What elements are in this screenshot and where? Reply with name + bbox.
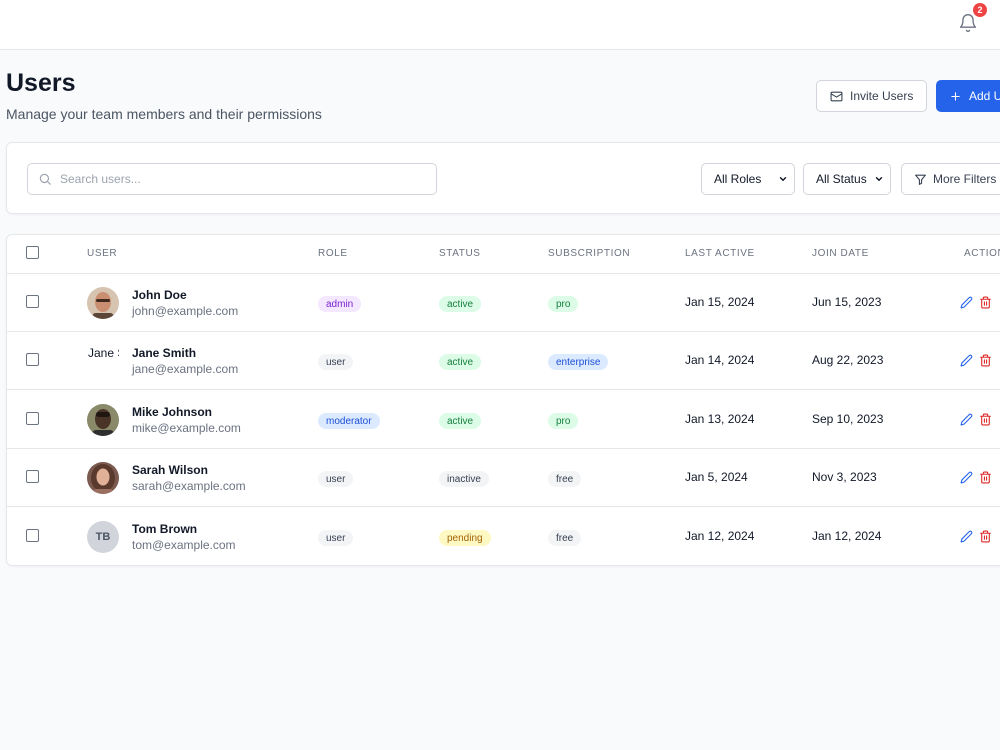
last-active-date: Jan 5, 2024	[685, 470, 748, 484]
status-badge: inactive	[439, 471, 489, 487]
status-badge: pending	[439, 530, 491, 546]
filter-bar: All Roles All Status More Filters	[6, 142, 1000, 214]
column-header-role: ROLE	[318, 248, 348, 259]
table-row: Sarah Wilson sarah@example.com user inac…	[7, 449, 1000, 507]
status-badge: active	[439, 354, 482, 370]
subscription-badge: free	[548, 530, 582, 546]
edit-icon[interactable]	[960, 471, 973, 484]
avatar-broken-image: Jane Smith	[87, 346, 119, 360]
last-active-date: Jan 13, 2024	[685, 412, 755, 426]
avatar	[87, 287, 119, 319]
role-badge: user	[318, 354, 354, 370]
trash-icon[interactable]	[979, 296, 992, 309]
avatar	[87, 462, 119, 494]
select-all-checkbox[interactable]	[26, 246, 39, 259]
users-table: USER ROLE STATUS SUBSCRIPTION LAST ACTIV…	[6, 234, 1000, 566]
avatar	[87, 404, 119, 436]
top-bar: 2	[0, 0, 1000, 50]
avatar-alt-text: Jane Smith	[88, 346, 119, 360]
page-subtitle: Manage your team members and their permi…	[6, 106, 322, 122]
search-box[interactable]	[27, 163, 437, 195]
page-title: Users	[6, 69, 76, 97]
row-checkbox[interactable]	[26, 529, 39, 542]
role-filter-value: All Roles	[714, 172, 762, 186]
filter-icon	[915, 174, 926, 185]
user-name[interactable]: John Doe	[132, 288, 187, 302]
join-date: Aug 22, 2023	[812, 353, 884, 367]
column-header-status: STATUS	[439, 248, 481, 259]
more-filters-button[interactable]: More Filters	[901, 163, 1000, 195]
user-email: mike@example.com	[132, 421, 241, 435]
status-filter-value: All Status	[816, 172, 867, 186]
edit-icon[interactable]	[960, 296, 973, 309]
avatar-photo	[87, 404, 119, 436]
user-name[interactable]: Tom Brown	[132, 522, 198, 536]
notification-count-badge: 2	[973, 3, 987, 17]
role-badge: admin	[318, 296, 362, 312]
user-name[interactable]: Jane Smith	[132, 346, 197, 360]
bell-icon[interactable]	[958, 13, 978, 33]
join-date: Jun 15, 2023	[812, 295, 882, 309]
last-active-date: Jan 15, 2024	[685, 295, 755, 309]
last-active-date: Jan 14, 2024	[685, 353, 755, 367]
user-email: sarah@example.com	[132, 479, 246, 493]
avatar-photo	[87, 287, 119, 319]
last-active-date: Jan 12, 2024	[685, 529, 755, 543]
user-email: jane@example.com	[132, 362, 239, 376]
role-badge: moderator	[318, 413, 380, 429]
invite-users-label: Invite Users	[850, 89, 914, 103]
status-filter-select[interactable]: All Status	[803, 163, 891, 195]
join-date: Sep 10, 2023	[812, 412, 884, 426]
trash-icon[interactable]	[979, 354, 992, 367]
subscription-badge: pro	[548, 296, 579, 312]
subscription-badge: enterprise	[548, 354, 609, 370]
column-header-last-active: LAST ACTIVE	[685, 248, 755, 259]
edit-icon[interactable]	[960, 354, 973, 367]
user-name[interactable]: Mike Johnson	[132, 405, 213, 419]
status-badge: active	[439, 413, 482, 429]
more-filters-label: More Filters	[933, 172, 997, 186]
chevron-down-icon	[875, 177, 883, 181]
trash-icon[interactable]	[979, 471, 992, 484]
chevron-down-icon	[779, 177, 787, 181]
search-icon	[39, 173, 51, 185]
add-user-label: Add Users	[969, 89, 1000, 103]
join-date: Jan 12, 2024	[812, 529, 882, 543]
avatar-initials: TB	[87, 521, 119, 553]
edit-icon[interactable]	[960, 530, 973, 543]
user-email: tom@example.com	[132, 538, 236, 552]
column-header-actions: ACTIONS	[964, 248, 1000, 259]
user-email: john@example.com	[132, 304, 239, 318]
add-user-button[interactable]: Add Users	[936, 80, 1000, 112]
role-badge: user	[318, 530, 354, 546]
table-row: John Doe john@example.com admin active p…	[7, 274, 1000, 332]
subscription-badge: pro	[548, 413, 579, 429]
plus-icon	[951, 91, 960, 101]
status-badge: active	[439, 296, 482, 312]
role-badge: user	[318, 471, 354, 487]
search-input[interactable]	[60, 172, 400, 186]
edit-icon[interactable]	[960, 413, 973, 426]
column-header-user: USER	[87, 248, 118, 259]
row-checkbox[interactable]	[26, 295, 39, 308]
role-filter-select[interactable]: All Roles	[701, 163, 795, 195]
avatar-photo	[87, 462, 119, 494]
table-row: TB Tom Brown tom@example.com user pendin…	[7, 508, 1000, 565]
column-header-join-date: JOIN DATE	[812, 248, 869, 259]
join-date: Nov 3, 2023	[812, 470, 877, 484]
trash-icon[interactable]	[979, 530, 992, 543]
row-checkbox[interactable]	[26, 353, 39, 366]
table-header: USER ROLE STATUS SUBSCRIPTION LAST ACTIV…	[7, 235, 1000, 274]
subscription-badge: free	[548, 471, 582, 487]
user-name[interactable]: Sarah Wilson	[132, 463, 208, 477]
table-row: Mike Johnson mike@example.com moderator …	[7, 391, 1000, 449]
trash-icon[interactable]	[979, 413, 992, 426]
invite-users-button[interactable]: Invite Users	[816, 80, 927, 112]
column-header-subscription: SUBSCRIPTION	[548, 248, 631, 259]
table-row: Jane Smith Jane Smith jane@example.com u…	[7, 332, 1000, 390]
row-checkbox[interactable]	[26, 412, 39, 425]
mail-icon	[830, 91, 843, 101]
row-checkbox[interactable]	[26, 470, 39, 483]
